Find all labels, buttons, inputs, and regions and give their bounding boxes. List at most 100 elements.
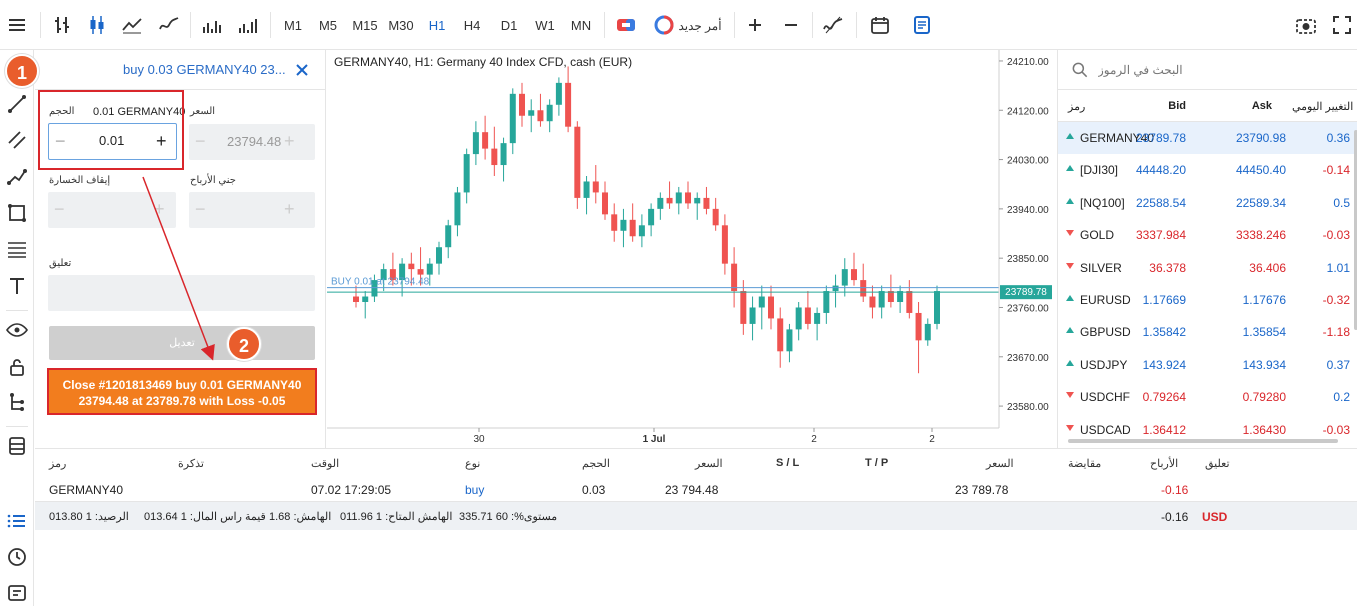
watchlist-row-germany40[interactable]: GERMANY40 23789.78 23790.98 0.36 [1058, 122, 1357, 154]
comment-field[interactable] [48, 275, 315, 311]
one-click-trading-icon[interactable] [614, 13, 638, 37]
watchlist-row-dji30[interactable]: [DJI30] 44448.20 44450.40 -0.14 [1058, 154, 1357, 186]
candle-bullish [648, 208, 655, 226]
trade-list-icon[interactable] [5, 509, 29, 533]
trend-line-icon[interactable] [5, 92, 29, 116]
bar-chart-icon[interactable] [50, 13, 74, 37]
col-volume[interactable]: الحجم [582, 458, 610, 470]
timeframe-m15[interactable]: M15 [352, 18, 378, 33]
time-tick-label: 30 [473, 434, 485, 445]
comment-label: تعليق [49, 258, 72, 269]
price-increase-button[interactable]: + [284, 131, 295, 151]
symbol-header[interactable]: رمز [1068, 101, 1086, 113]
fibonacci-icon[interactable] [5, 237, 29, 261]
sidebar-divider [6, 310, 28, 311]
col-ticket[interactable]: تذكرة [178, 458, 204, 470]
watchlist-row-gbpusd[interactable]: GBPUSD 1.35842 1.35854 -1.18 [1058, 316, 1357, 348]
watchlist-row-usdjpy[interactable]: USDJPY 143.924 143.934 0.37 [1058, 349, 1357, 381]
line-chart-icon[interactable] [120, 13, 144, 37]
visibility-icon[interactable] [5, 318, 29, 342]
volume-stepper[interactable]: − 0.01 + [48, 123, 177, 160]
search-input[interactable] [1098, 60, 1338, 80]
col-price[interactable]: السعر [695, 458, 723, 470]
timeframe-h4[interactable]: H4 [463, 18, 481, 33]
new-order-button[interactable]: أمر جديد [678, 19, 722, 33]
price-field[interactable]: − 23794.48 + [189, 124, 315, 160]
database-icon[interactable] [5, 434, 29, 458]
close-icon[interactable] [290, 58, 314, 82]
search-icon[interactable] [1070, 60, 1090, 80]
text-icon[interactable] [5, 274, 29, 298]
close-position-button[interactable]: Close #1201813469 buy 0.01 GERMANY40 237… [47, 368, 317, 415]
journal-icon[interactable] [5, 581, 29, 605]
watchlist-row-eurusd[interactable]: EURUSD 1.17669 1.17676 -0.32 [1058, 284, 1357, 316]
vertical-scrollbar[interactable] [1354, 130, 1357, 330]
new-order-icon[interactable] [652, 13, 676, 37]
col-profit[interactable]: الأرباح [1150, 458, 1179, 470]
zoom-in-icon[interactable] [743, 13, 767, 37]
timeframe-w1[interactable]: W1 [535, 18, 555, 33]
candlestick-icon[interactable] [85, 13, 109, 37]
total-profit: -0.16 [1161, 510, 1189, 524]
calendar-icon[interactable] [868, 13, 892, 37]
change-header[interactable]: التغيير اليومي [1292, 101, 1354, 113]
order-form-icon[interactable] [910, 13, 934, 37]
timeframe-h1[interactable]: H1 [428, 18, 446, 33]
bid-header[interactable]: Bid [1168, 100, 1186, 112]
volume-input[interactable]: 0.01 [99, 133, 125, 148]
price-chart[interactable]: 24210.00 24120.00 24030.00 23940.00 23850.00… [327, 50, 1056, 448]
modify-button[interactable]: تعديل [49, 326, 315, 360]
col-type[interactable]: نوع [465, 458, 481, 470]
lock-icon[interactable] [5, 355, 29, 379]
watchlist-row-nq100[interactable]: [NQ100] 22588.54 22589.34 0.5 [1058, 187, 1357, 219]
polyline-icon[interactable] [5, 165, 29, 189]
candle-bullish [500, 143, 507, 166]
area-chart-icon[interactable] [157, 13, 181, 37]
volume-increase-button[interactable]: + [156, 131, 167, 151]
stop-loss-field[interactable]: − + [48, 192, 176, 228]
ask-header[interactable]: Ask [1251, 100, 1272, 112]
timeframe-d1[interactable]: D1 [500, 18, 518, 33]
timeframe-m30[interactable]: M30 [388, 18, 414, 33]
col-time[interactable]: الوقت [311, 458, 340, 470]
volume-decrease-button[interactable]: − [55, 131, 66, 151]
step-badge-2: 2 [227, 327, 261, 361]
stop-loss-decrease-button[interactable]: − [54, 199, 65, 219]
col-swap[interactable]: مقايضة [1068, 458, 1102, 470]
volume-bars-icon[interactable] [200, 13, 224, 37]
col-comment[interactable]: تعليق [1205, 458, 1230, 470]
objects-tree-icon[interactable] [5, 391, 29, 415]
stop-loss-increase-button[interactable]: + [154, 199, 165, 219]
candle-bearish [482, 132, 489, 149]
drawing-tools-sidebar [0, 50, 34, 606]
menu-icon[interactable] [5, 13, 29, 37]
col-symbol[interactable]: رمز [49, 458, 67, 470]
watchlist-row-usdcad[interactable]: USDCAD 1.36412 1.36430 -0.03 [1058, 414, 1357, 446]
zoom-out-icon[interactable] [779, 13, 803, 37]
tick-volume-icon[interactable] [236, 13, 260, 37]
rectangle-icon[interactable] [5, 201, 29, 225]
fullscreen-icon[interactable] [1330, 13, 1354, 37]
channel-icon[interactable] [5, 128, 29, 152]
bid-price: 3337.984 [1135, 228, 1186, 243]
take-profit-field[interactable]: − + [189, 192, 315, 228]
col-tp[interactable]: T / P [865, 457, 889, 469]
indicators-icon[interactable] [821, 13, 845, 37]
watchlist-row-silver[interactable]: SILVER 36.378 36.406 1.01 [1058, 252, 1357, 284]
timeframe-m5[interactable]: M5 [318, 18, 338, 33]
timeframe-m1[interactable]: M1 [283, 18, 303, 33]
col-current-price[interactable]: السعر [986, 458, 1014, 470]
timeframe-mn[interactable]: MN [570, 18, 592, 33]
watchlist-row-gold[interactable]: GOLD 3337.984 3338.246 -0.03 [1058, 219, 1357, 251]
take-profit-increase-button[interactable]: + [284, 199, 295, 219]
screenshot-icon[interactable] [1294, 13, 1318, 37]
chart-canvas[interactable]: 24210.00 24120.00 24030.00 23940.00 23850.00… [327, 50, 1056, 448]
take-profit-decrease-button[interactable]: − [195, 199, 206, 219]
sidebar-divider [6, 426, 28, 427]
horizontal-scrollbar[interactable] [1068, 439, 1338, 443]
watchlist-row-usdchf[interactable]: USDCHF 0.79264 0.79280 0.2 [1058, 381, 1357, 413]
candle-bullish [454, 192, 461, 226]
history-icon[interactable] [5, 545, 29, 569]
col-sl[interactable]: S / L [776, 457, 800, 469]
price-decrease-button[interactable]: − [195, 131, 206, 151]
